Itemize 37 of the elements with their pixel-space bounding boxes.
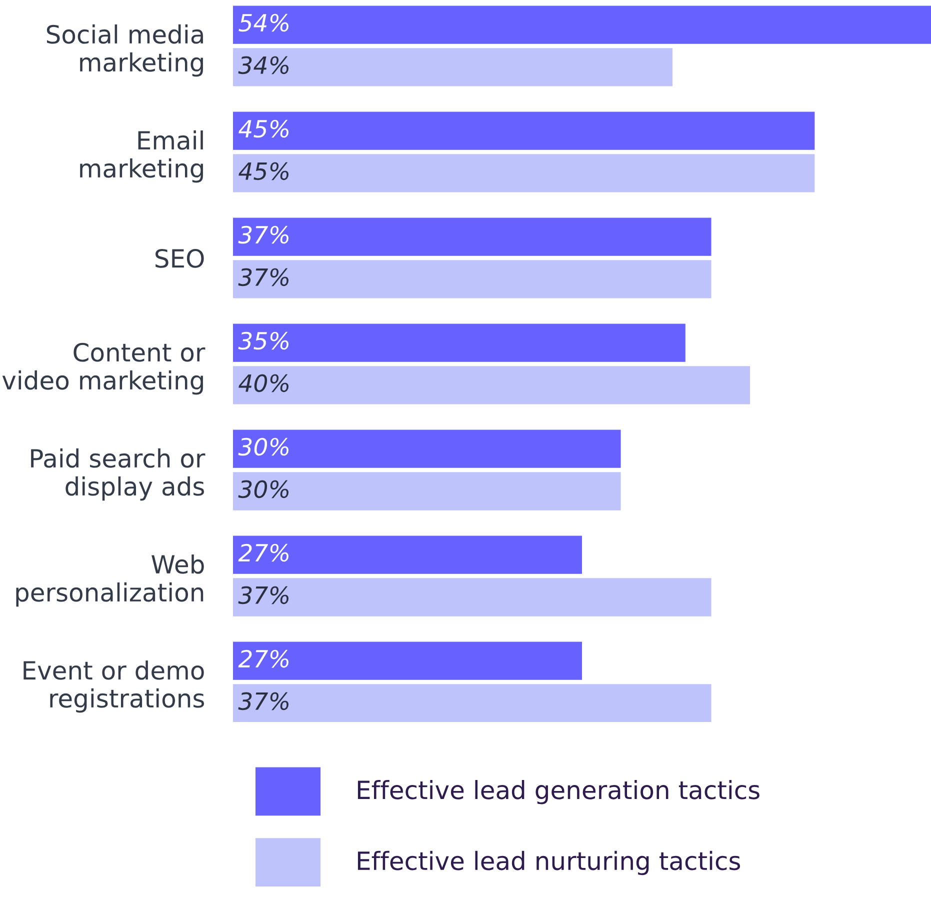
legend-label: Effective lead nurturing tactics xyxy=(358,850,740,876)
data-label: 27% xyxy=(238,544,288,562)
legend-label: Effective lead generation tactics xyxy=(358,780,760,804)
bar xyxy=(233,260,712,298)
bar xyxy=(233,48,672,86)
data-label: 54% xyxy=(238,14,288,32)
bar xyxy=(233,218,712,256)
bar xyxy=(233,366,750,404)
bar xyxy=(233,324,686,362)
data-label: 37% xyxy=(238,226,288,244)
data-label: 37% xyxy=(238,268,288,286)
data-label: 30% xyxy=(238,438,288,456)
data-label: 27% xyxy=(238,650,288,668)
y-tick-label: Event or demo registrations xyxy=(24,660,204,713)
data-label: 35% xyxy=(238,332,288,350)
bar xyxy=(233,6,931,44)
data-label: 45% xyxy=(238,162,288,180)
bar xyxy=(233,472,621,510)
bar xyxy=(233,642,582,680)
y-tick-label: Paid search or display ads xyxy=(31,448,206,501)
data-label: 45% xyxy=(238,120,288,138)
data-label: 30% xyxy=(238,480,288,498)
bar xyxy=(233,154,815,192)
bar xyxy=(233,536,582,574)
y-tick-label: SEO xyxy=(156,248,204,268)
y-tick-label: Social media marketing xyxy=(46,24,203,77)
bar xyxy=(233,430,621,468)
y-tick-label: Email marketing xyxy=(80,130,203,183)
data-label: 40% xyxy=(238,374,288,392)
data-label: 37% xyxy=(238,586,288,604)
y-tick-label: Web personalization xyxy=(16,554,204,607)
bar xyxy=(233,112,815,150)
data-label: 37% xyxy=(238,692,288,710)
bar xyxy=(233,578,712,616)
y-tick-label: Content or video marketing xyxy=(2,342,206,395)
data-label: 34% xyxy=(238,56,288,74)
bar xyxy=(233,684,712,722)
